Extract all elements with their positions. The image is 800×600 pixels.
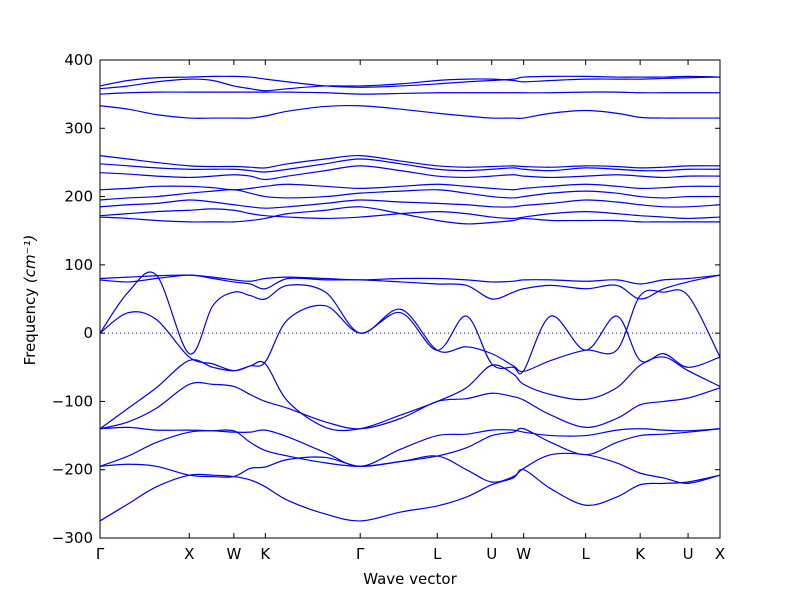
x-tick-label: K	[260, 545, 271, 563]
y-tick-label: 100	[64, 256, 93, 274]
y-axis-ticks: −300 −200 −100 0 100 200 300 400	[52, 51, 720, 547]
x-tick-label: X	[184, 545, 194, 563]
phonon-band-line	[99, 158, 721, 173]
phonon-band-line	[99, 208, 721, 220]
y-tick-label: −200	[52, 461, 93, 479]
phonon-band-line	[99, 426, 721, 467]
y-axis-title: Frequency (cm⁻¹)	[21, 235, 39, 366]
phonon-band-line	[99, 452, 721, 484]
phonon-band-line	[99, 189, 721, 201]
phonon-band-line	[99, 356, 721, 432]
phonon-band-line	[99, 381, 721, 430]
phonon-bands	[99, 75, 721, 522]
x-tick-label: L	[581, 545, 590, 563]
phonon-band-line	[99, 75, 721, 88]
phonon-band-line	[99, 199, 721, 209]
x-tick-label: Γ	[356, 545, 365, 563]
phonon-band-line	[99, 271, 721, 373]
plot-area	[100, 60, 720, 538]
y-tick-label: −100	[52, 392, 93, 410]
x-tick-label: U	[683, 545, 694, 563]
x-axis-title: Wave vector	[363, 570, 457, 588]
phonon-band-line	[99, 154, 721, 169]
y-axis-title-unit: (cm⁻¹)	[21, 235, 39, 284]
phonon-band-line	[99, 183, 721, 191]
x-tick-label: L	[433, 545, 442, 563]
phonon-band-line	[99, 104, 720, 119]
phonon-band-line	[99, 468, 721, 522]
x-tick-label: W	[516, 545, 531, 563]
x-tick-label: X	[715, 545, 725, 563]
plot-frame	[99, 59, 721, 539]
y-axis-title-text: Frequency	[21, 288, 39, 366]
y-tick-label: 300	[64, 119, 93, 137]
x-tick-label: Γ	[96, 545, 105, 563]
phonon-band-line	[99, 206, 720, 225]
x-tick-label: U	[486, 545, 497, 563]
y-tick-label: −300	[52, 529, 93, 547]
phonon-band-line	[99, 304, 721, 375]
y-tick-label: 200	[64, 188, 93, 206]
phonon-band-line	[99, 76, 721, 92]
phonon-band-line	[99, 91, 720, 95]
phonon-band-line	[99, 274, 721, 300]
x-tick-label: W	[226, 545, 241, 563]
phonon-band-line	[99, 274, 721, 285]
y-tick-label: 0	[83, 324, 93, 342]
y-tick-label: 400	[64, 51, 93, 69]
x-tick-label: K	[635, 545, 646, 563]
phonon-band-line	[99, 165, 721, 181]
